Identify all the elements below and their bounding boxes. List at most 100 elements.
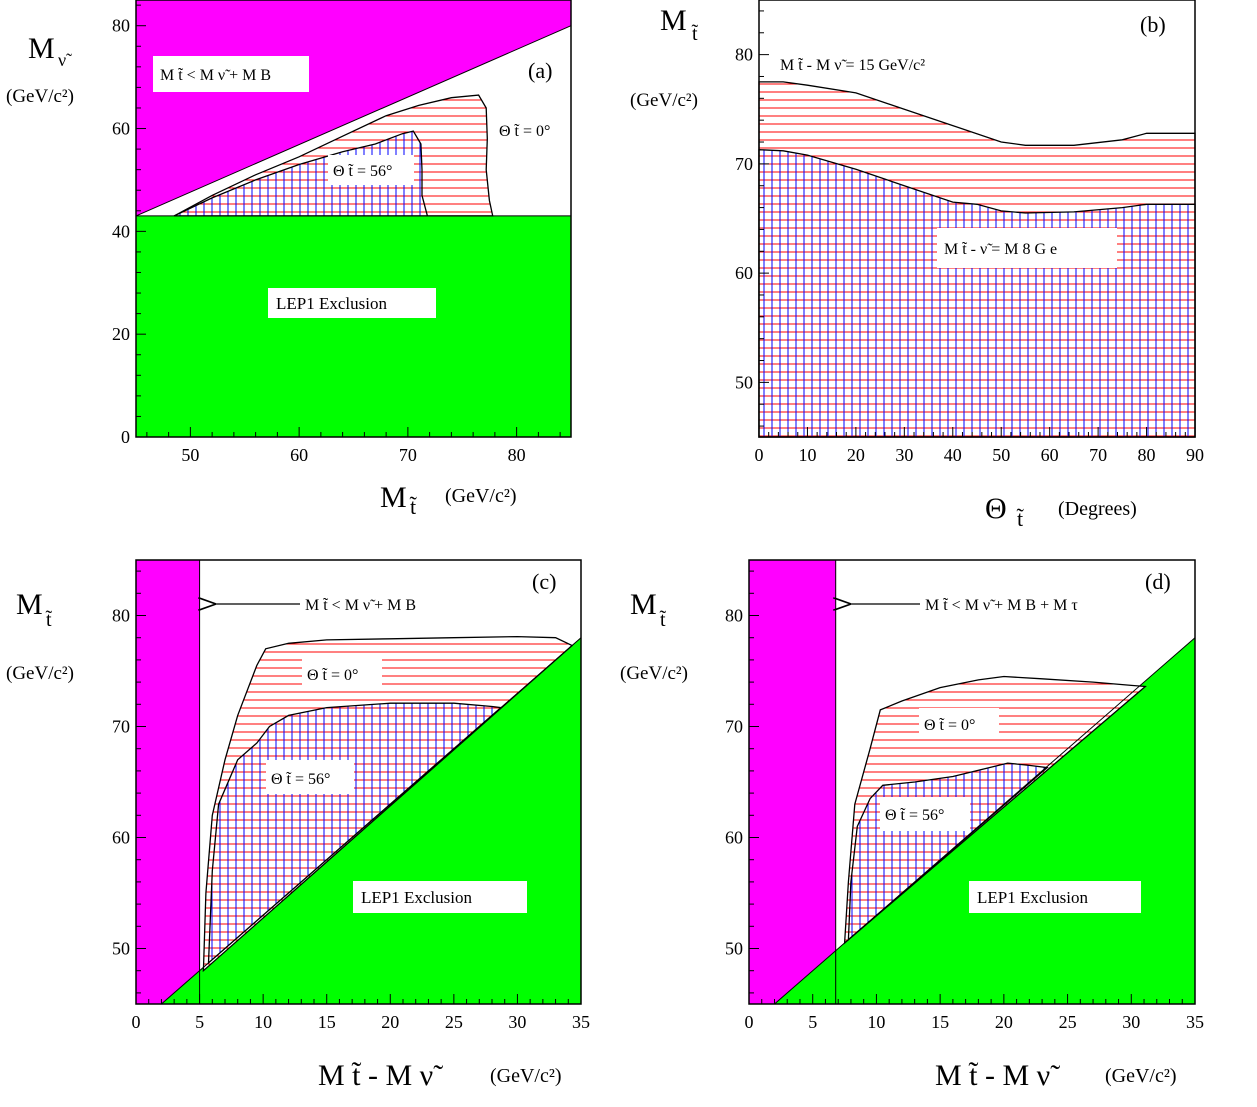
panel-b-tag: (b) (1140, 12, 1166, 37)
panel-b-curve15-label: M t̃ - M ν̃ = 15 GeV/c² (780, 57, 925, 74)
x-tick-label: 70 (399, 445, 417, 465)
y-tick-label: 80 (725, 606, 743, 626)
x-tick-label: 20 (847, 445, 865, 465)
panel-a-region-kinematic_forbidden (136, 0, 571, 216)
y-tick-label: 60 (112, 119, 130, 139)
y-tick-label: 20 (112, 324, 130, 344)
x-tick-label: 25 (445, 1012, 463, 1032)
panel-a-ylabel-main: M (28, 32, 55, 65)
y-tick-label: 50 (112, 939, 130, 959)
panel-b-ylabel-sub: t̃ (692, 23, 699, 45)
x-tick-label: 60 (290, 445, 308, 465)
panel-d-xlabel-unit: (GeV/c²) (1105, 1065, 1177, 1087)
panel-b: 0 10 20 30 40 50 60 70 80 90 50 60 70 80 (b) M t̃ - M… (630, 0, 1204, 531)
panel-a-forbidden-label: M t̃ < M ν̃ + M B (153, 56, 309, 92)
panel-b-curve8-box: M t̃ - ν̃ = M 8 G e (937, 228, 1117, 268)
panel-d-ylabel-main: M (630, 588, 657, 621)
panel-a-lep-label: LEP1 Exclusion (276, 294, 387, 313)
x-tick-label: 10 (798, 445, 816, 465)
x-tick-label: 10 (867, 1012, 885, 1032)
x-tick-label: 15 (318, 1012, 336, 1032)
x-tick-label: 15 (931, 1012, 949, 1032)
panel-a-frame (135, 0, 572, 438)
panel-c-ylabel-sub: t̃ (46, 609, 53, 631)
x-tick-label: 50 (181, 445, 199, 465)
panel-c-ticks: 0 5 10 15 20 25 30 35 50 60 70 80 (112, 570, 590, 1032)
panel-c-ylabel-unit: (GeV/c²) (6, 663, 74, 684)
panel-b-frame (758, 0, 1196, 438)
x-tick-label: 5 (808, 1012, 817, 1032)
panel-d: 0 5 10 15 20 25 30 35 50 60 70 80 M t̃ < M ν̃ + M B… (620, 559, 1204, 1092)
x-tick-label: 0 (755, 445, 764, 465)
panel-d-lep-box: LEP1 Exclusion (969, 881, 1141, 913)
panel-b-xlabel-main: Θ (985, 492, 1007, 525)
x-tick-label: 20 (381, 1012, 399, 1032)
x-tick-label: 30 (895, 445, 913, 465)
panel-b-ticks: 0 10 20 30 40 50 60 70 80 90 50 60 70 80 (735, 10, 1204, 465)
panel-a-theta56-box: Θ t̃ = 56° (328, 155, 414, 185)
panel-c-lep-label: LEP1 Exclusion (361, 888, 472, 907)
x-tick-label: 30 (1122, 1012, 1140, 1032)
x-tick-label: 90 (1186, 445, 1204, 465)
panel-b-xlabel-unit: (Degrees) (1058, 498, 1137, 520)
y-tick-label: 60 (735, 263, 753, 283)
y-tick-label: 80 (112, 606, 130, 626)
x-tick-label: 50 (992, 445, 1010, 465)
x-tick-label: 25 (1059, 1012, 1077, 1032)
x-tick-label: 30 (508, 1012, 526, 1032)
y-tick-label: 60 (725, 828, 743, 848)
x-tick-label: 70 (1089, 445, 1107, 465)
panel-d-frame (748, 559, 1196, 1005)
panel-c: 0 5 10 15 20 25 30 35 50 60 70 80 M t̃ < M ν̃ + M B… (6, 559, 590, 1092)
panel-a-tag: (a) (528, 58, 552, 83)
panel-a-xlabel-sub: t̃ (409, 494, 417, 519)
panel-a-theta0-label: Θ t̃ = 0° (499, 123, 550, 140)
panel-c-ylabel-main: M (16, 588, 43, 621)
panel-c-tag: (c) (532, 569, 556, 594)
y-tick-label: 50 (735, 372, 753, 392)
y-tick-label: 70 (725, 717, 743, 737)
x-tick-label: 10 (254, 1012, 272, 1032)
panel-c-theta56-box: Θ t̃ = 56° (266, 760, 354, 794)
panel-b-curve8-label: M t̃ - ν̃ = M 8 G e (944, 241, 1057, 258)
panel-d-lep-label: LEP1 Exclusion (977, 888, 1088, 907)
x-tick-label: 80 (1138, 445, 1156, 465)
panel-c-lep-box: LEP1 Exclusion (353, 881, 527, 913)
panel-b-ylabel-main: M (660, 4, 687, 37)
panel-d-ticks: 0 5 10 15 20 25 30 35 50 60 70 80 (725, 570, 1204, 1032)
panel-c-theta0-box: Θ t̃ = 0° (302, 658, 382, 688)
panel-a-region-lep1 (136, 215, 571, 437)
y-tick-label: 0 (121, 427, 130, 447)
x-tick-label: 0 (132, 1012, 141, 1032)
x-tick-label: 35 (1186, 1012, 1204, 1032)
panel-d-arrow-label: M t̃ < M ν̃ + M B + M τ (925, 597, 1078, 614)
panel-d-tag: (d) (1145, 569, 1171, 594)
panel-d-theta56-box: Θ t̃ = 56° (880, 797, 970, 831)
y-tick-label: 50 (725, 939, 743, 959)
panel-c-xlabel-unit: (GeV/c²) (490, 1065, 562, 1087)
panel-d-regions (748, 559, 1196, 1005)
x-tick-label: 0 (745, 1012, 754, 1032)
y-tick-label: 60 (112, 828, 130, 848)
panel-b-ylabel-unit: (GeV/c²) (630, 90, 698, 111)
panel-c-frame (135, 559, 582, 1005)
x-tick-label: 60 (1041, 445, 1059, 465)
panel-d-xlabel-main: M t̃ - M ν̃ (935, 1059, 1060, 1092)
y-tick-label: 80 (112, 16, 130, 36)
panel-d-ylabel-unit: (GeV/c²) (620, 663, 688, 684)
y-tick-label: 40 (112, 221, 130, 241)
x-tick-label: 80 (508, 445, 526, 465)
x-tick-label: 35 (572, 1012, 590, 1032)
panel-d-theta0-label: Θ t̃ = 0° (924, 717, 975, 734)
panel-a-lep-box: LEP1 Exclusion (268, 288, 436, 318)
panel-d-theta0-box: Θ t̃ = 0° (919, 708, 999, 738)
panel-a-forbidden-text: M t̃ < M ν̃ + M B (160, 67, 271, 84)
x-tick-label: 20 (995, 1012, 1013, 1032)
panel-d-ylabel-sub: t̃ (660, 609, 667, 631)
panel-a-xlabel-unit: (GeV/c²) (445, 485, 517, 507)
y-tick-label: 70 (112, 717, 130, 737)
panel-c-arrow-label: M t̃ < M ν̃ + M B (305, 597, 416, 614)
y-tick-label: 70 (735, 154, 753, 174)
panel-b-xlabel-sub: t̃ (1016, 506, 1024, 531)
